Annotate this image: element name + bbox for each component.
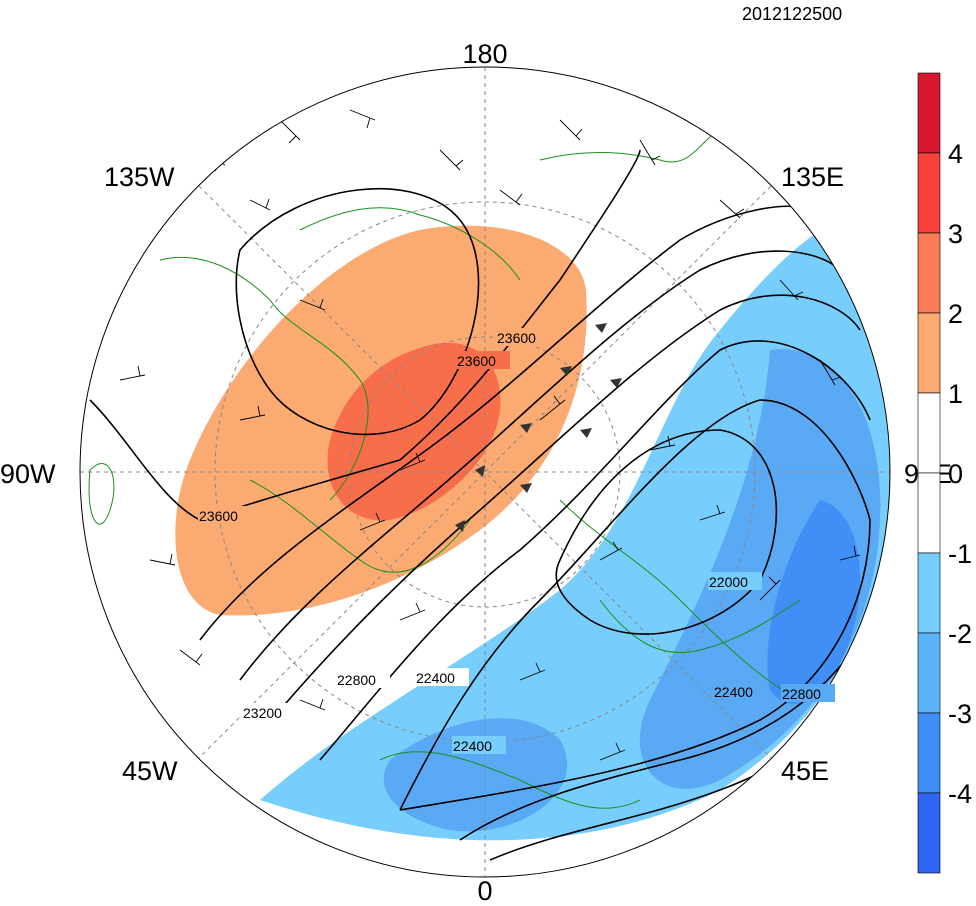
front-markers: [455, 323, 622, 532]
lon-label-135e: 135E: [781, 162, 844, 192]
colorbar-tick-label: -1: [948, 539, 972, 569]
lon-label-90w: 90W: [0, 459, 56, 489]
colorbar-tick-label: -2: [948, 619, 972, 649]
contour-line: [279, 294, 861, 711]
colorbar-tick-label: 2: [948, 299, 963, 329]
contour-line: [239, 250, 841, 681]
contour-line: [319, 340, 871, 761]
colorbar-segment: [917, 792, 941, 874]
colorbar-segment: [917, 72, 941, 154]
colorbar-segment: [917, 552, 941, 634]
negative-anomaly-region-deep: [767, 500, 860, 704]
colorbar-segment: [917, 712, 941, 794]
contour-label: 22800: [337, 672, 376, 688]
colorbar-tick-label: 4: [948, 139, 963, 169]
positive-anomaly-region-inner: [327, 342, 501, 521]
colorbar-tick-label: 0: [948, 459, 963, 489]
contour-line: [555, 429, 778, 635]
contour-line: [199, 205, 811, 641]
lon-label-135w: 135W: [104, 162, 175, 192]
map-plot-area: [80, 67, 890, 877]
contour-label: 22400: [453, 738, 492, 754]
contour-line: [89, 149, 641, 521]
colorbar-tick-label: -4: [948, 779, 972, 809]
colorbar-tick-label: 3: [948, 219, 963, 249]
timestamp-label: 2012122500: [742, 4, 842, 24]
contour-label: 22400: [714, 684, 753, 700]
colorbar-tick-label: -3: [948, 699, 972, 729]
wind-barbs: [119, 109, 861, 761]
contour-label: 22000: [709, 574, 748, 590]
contour-label: 23600: [497, 330, 536, 346]
coastlines: [88, 129, 801, 809]
contour-line: [399, 399, 871, 811]
contour-label: 23200: [243, 705, 282, 721]
colorbar-segment: [917, 632, 941, 714]
colorbar-segment: [917, 152, 941, 234]
colorbar-segment: [917, 312, 941, 394]
colorbar-tick-label: 1: [948, 379, 963, 409]
contour-label: 23600: [199, 508, 238, 524]
colorbar-segment: [917, 232, 941, 314]
map-boundary: [79, 66, 891, 878]
negative-anomaly-region-west: [383, 718, 568, 832]
lon-label-180: 180: [462, 39, 507, 69]
colorbar-segment: [917, 392, 941, 474]
contour-labels: 23600 23600 23600 22800 22400 23200 2240…: [198, 328, 835, 754]
contour-line: [235, 187, 480, 436]
colorbar: 4 3 2 1 0 -1 -2 -3 -4: [917, 72, 972, 874]
contour-label: 23600: [457, 353, 496, 369]
lon-label-45e: 45E: [781, 756, 829, 786]
contour-label: 22400: [416, 670, 455, 686]
contour-label: 22800: [782, 686, 821, 702]
lon-label-0: 0: [477, 876, 492, 906]
lon-label-45w: 45W: [122, 756, 178, 786]
colorbar-segment: [917, 472, 941, 554]
